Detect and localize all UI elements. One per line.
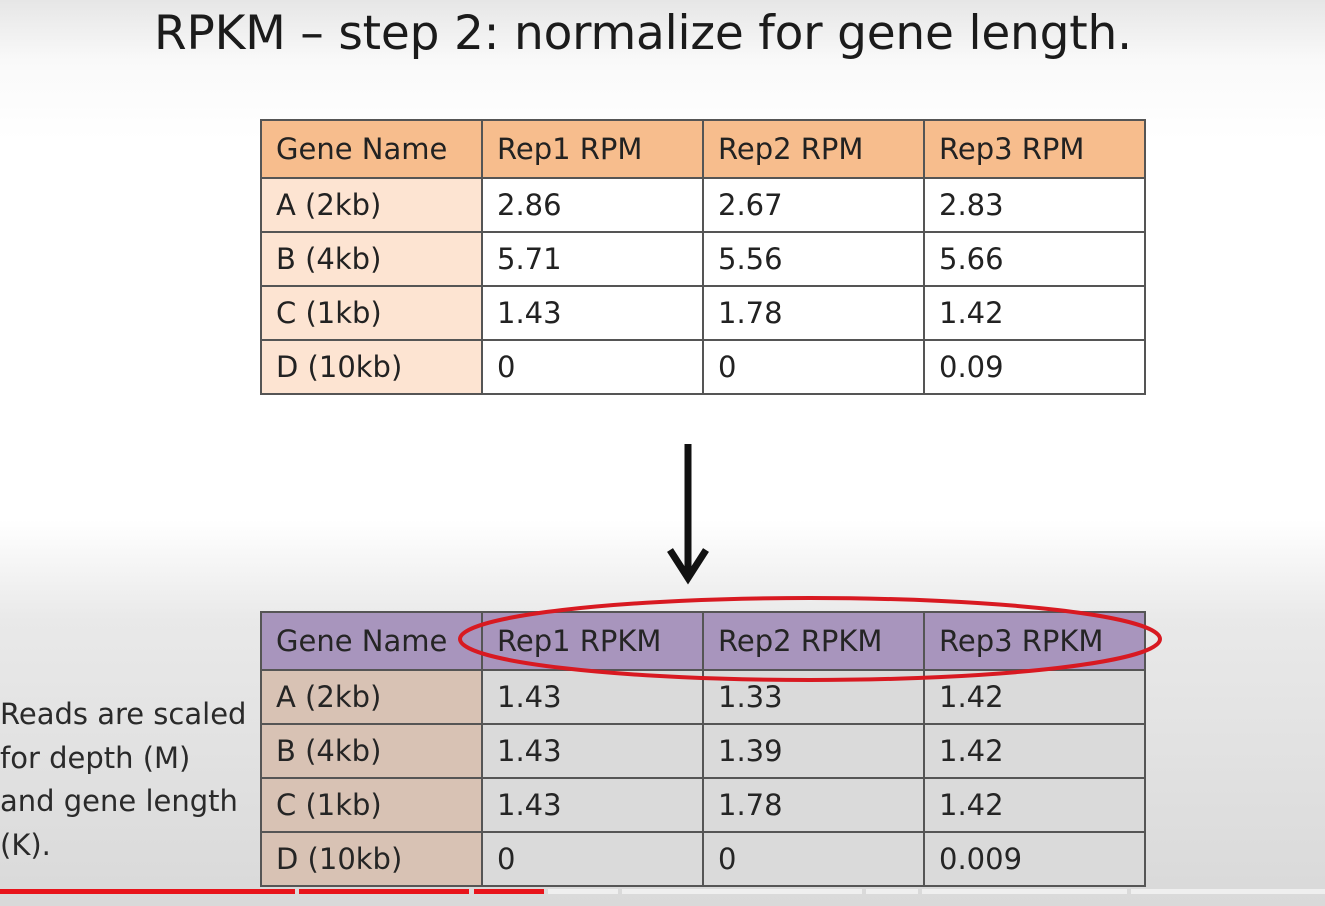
rpkm-table: Gene Name Rep1 RPKM Rep2 RPKM Rep3 RPKM … (260, 611, 1146, 887)
table-row: C (1kb) 1.43 1.78 1.42 (260, 777, 1146, 833)
rpkm-header-gene-name: Gene Name (260, 611, 483, 671)
rpm-header-gene-name: Gene Name (260, 119, 483, 179)
value-cell: 1.43 (481, 285, 704, 341)
value-cell: 0.009 (923, 831, 1146, 887)
side-note-line: Reads are scaled (0, 697, 247, 731)
value-cell: 2.83 (923, 177, 1146, 233)
value-cell: 1.43 (481, 777, 704, 833)
value-cell: 0 (702, 339, 925, 395)
video-progress-bar[interactable] (0, 889, 1325, 895)
rpkm-table-header-row: Gene Name Rep1 RPKM Rep2 RPKM Rep3 RPKM (260, 611, 1146, 671)
value-cell: 5.56 (702, 231, 925, 287)
rpm-table-header-row: Gene Name Rep1 RPM Rep2 RPM Rep3 RPM (260, 119, 1146, 179)
progress-played-segment (474, 889, 544, 894)
value-cell: 2.86 (481, 177, 704, 233)
value-cell: 5.66 (923, 231, 1146, 287)
table-row: A (2kb) 1.43 1.33 1.42 (260, 669, 1146, 725)
value-cell: 1.39 (702, 723, 925, 779)
value-cell: 1.78 (702, 285, 925, 341)
progress-played-segment (0, 889, 295, 894)
value-cell: 1.78 (702, 777, 925, 833)
value-cell: 1.43 (481, 723, 704, 779)
rpm-table: Gene Name Rep1 RPM Rep2 RPM Rep3 RPM A (… (260, 119, 1146, 395)
gene-name-cell: C (1kb) (260, 285, 483, 341)
value-cell: 0 (702, 831, 925, 887)
gene-name-cell: D (10kb) (260, 831, 483, 887)
rpkm-header-rep2: Rep2 RPKM (702, 611, 925, 671)
side-note-line: (K). (0, 827, 51, 862)
rpm-header-rep1: Rep1 RPM (481, 119, 704, 179)
slide-title: RPKM – step 2: normalize for gene length… (154, 6, 1132, 61)
value-cell: 5.71 (481, 231, 704, 287)
gene-name-cell: D (10kb) (260, 339, 483, 395)
progress-buffer-segment (866, 889, 918, 894)
progress-buffer-segment (922, 889, 1127, 894)
progress-buffer-segment (1131, 889, 1325, 894)
side-note: Reads are scaled for depth (M) and gene … (0, 693, 250, 867)
value-cell: 0.09 (923, 339, 1146, 395)
table-row: C (1kb) 1.43 1.78 1.42 (260, 285, 1146, 341)
rpm-header-rep3: Rep3 RPM (923, 119, 1146, 179)
value-cell: 0 (481, 831, 704, 887)
gene-name-cell: B (4kb) (260, 231, 483, 287)
rpm-header-rep2: Rep2 RPM (702, 119, 925, 179)
progress-buffer-segment (622, 889, 862, 894)
value-cell: 1.42 (923, 285, 1146, 341)
progress-played-segment (299, 889, 469, 894)
side-note-line: and gene length (0, 784, 238, 818)
table-row: A (2kb) 2.86 2.67 2.83 (260, 177, 1146, 233)
value-cell: 1.42 (923, 723, 1146, 779)
table-row: D (10kb) 0 0 0.09 (260, 339, 1146, 395)
highlight-ellipse (458, 596, 1162, 682)
value-cell: 2.67 (702, 177, 925, 233)
table-row: D (10kb) 0 0 0.009 (260, 831, 1146, 887)
gene-name-cell: C (1kb) (260, 777, 483, 833)
value-cell: 1.42 (923, 669, 1146, 725)
table-row: B (4kb) 1.43 1.39 1.42 (260, 723, 1146, 779)
down-arrow-icon (667, 444, 709, 585)
gene-name-cell: A (2kb) (260, 669, 483, 725)
value-cell: 0 (481, 339, 704, 395)
table-row: B (4kb) 5.71 5.56 5.66 (260, 231, 1146, 287)
side-note-line: for depth (M) (0, 740, 191, 775)
gene-name-cell: A (2kb) (260, 177, 483, 233)
value-cell: 1.42 (923, 777, 1146, 833)
progress-buffer-segment (548, 889, 618, 894)
gene-name-cell: B (4kb) (260, 723, 483, 779)
